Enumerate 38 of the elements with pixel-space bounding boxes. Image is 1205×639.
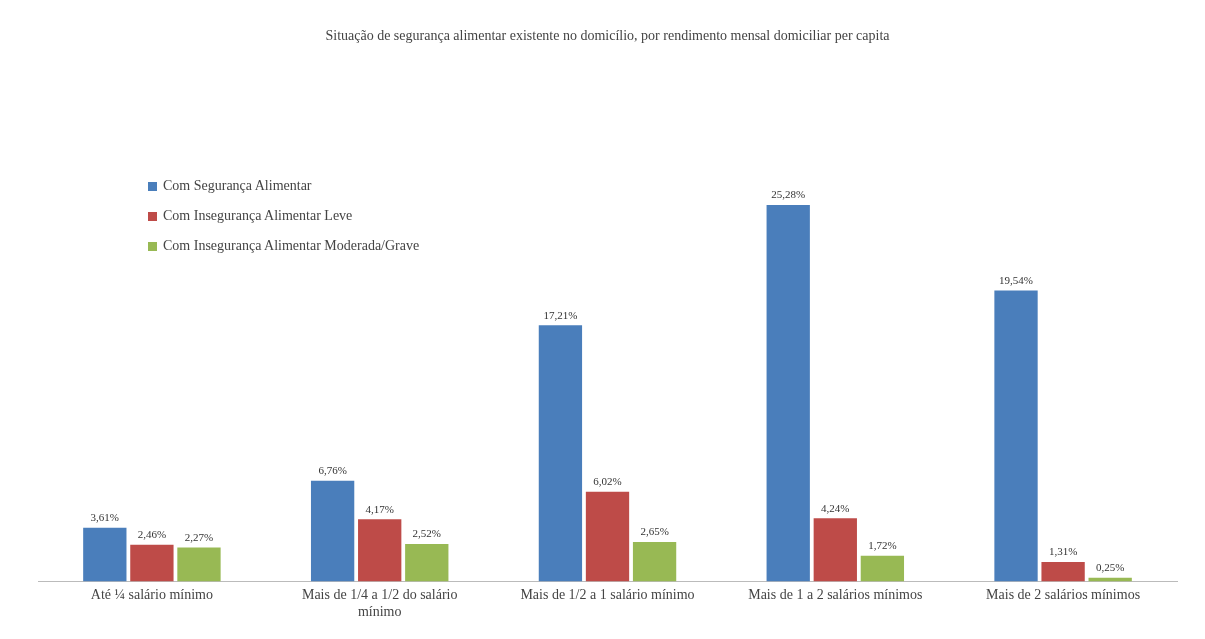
bar bbox=[310, 480, 355, 582]
x-tick-label: Até ¼ salário mínimo bbox=[90, 587, 213, 603]
bar bbox=[130, 544, 174, 582]
bar bbox=[1041, 561, 1085, 582]
bar bbox=[358, 519, 402, 582]
bar bbox=[585, 491, 630, 582]
data-label: 2,27% bbox=[184, 531, 214, 543]
bar bbox=[83, 527, 127, 582]
data-label: 2,65% bbox=[640, 525, 669, 538]
data-label: 17,21% bbox=[543, 308, 578, 321]
bar bbox=[766, 205, 810, 582]
legend-label: Com Insegurança Alimentar Leve bbox=[163, 208, 353, 224]
data-label: 6,76% bbox=[318, 464, 347, 477]
data-label: 4,24% bbox=[821, 501, 850, 514]
data-label: 6,02% bbox=[593, 475, 622, 488]
bar bbox=[632, 541, 677, 582]
data-label: 2,52% bbox=[412, 527, 441, 540]
legend-label: Com Insegurança Alimentar Moderada/Grave bbox=[163, 238, 420, 254]
data-label: 3,61% bbox=[90, 511, 120, 524]
bar bbox=[405, 543, 449, 582]
data-label: 4,17% bbox=[365, 502, 394, 515]
bar bbox=[813, 518, 857, 582]
x-tick-label: Mais de 2 salários mínimos bbox=[986, 587, 1141, 603]
data-label: 25,28% bbox=[771, 188, 806, 201]
bar bbox=[538, 325, 583, 582]
bar bbox=[177, 547, 221, 582]
chart-title: Situação de segurança alimentar existente no domicílio, por rendimento mensal domiciliar per capita bbox=[325, 28, 891, 44]
x-tick-label: Mais de 1/4 a 1/2 do salário mínimo bbox=[301, 587, 458, 620]
bar bbox=[994, 290, 1038, 582]
data-label: 1,31% bbox=[1048, 545, 1078, 558]
data-label: 1,72% bbox=[868, 539, 897, 552]
bar bbox=[860, 555, 905, 582]
x-tick-label: Mais de 1 a 2 salários mínimos bbox=[748, 587, 923, 603]
legend-label: Com Segurança Alimentar bbox=[163, 178, 312, 194]
x-tick-label: Mais de 1/2 a 1 salário mínimo bbox=[520, 587, 695, 603]
data-label: 19,54% bbox=[999, 273, 1033, 286]
data-label: 2,46% bbox=[137, 528, 167, 541]
data-label: 0,25% bbox=[1095, 561, 1125, 574]
